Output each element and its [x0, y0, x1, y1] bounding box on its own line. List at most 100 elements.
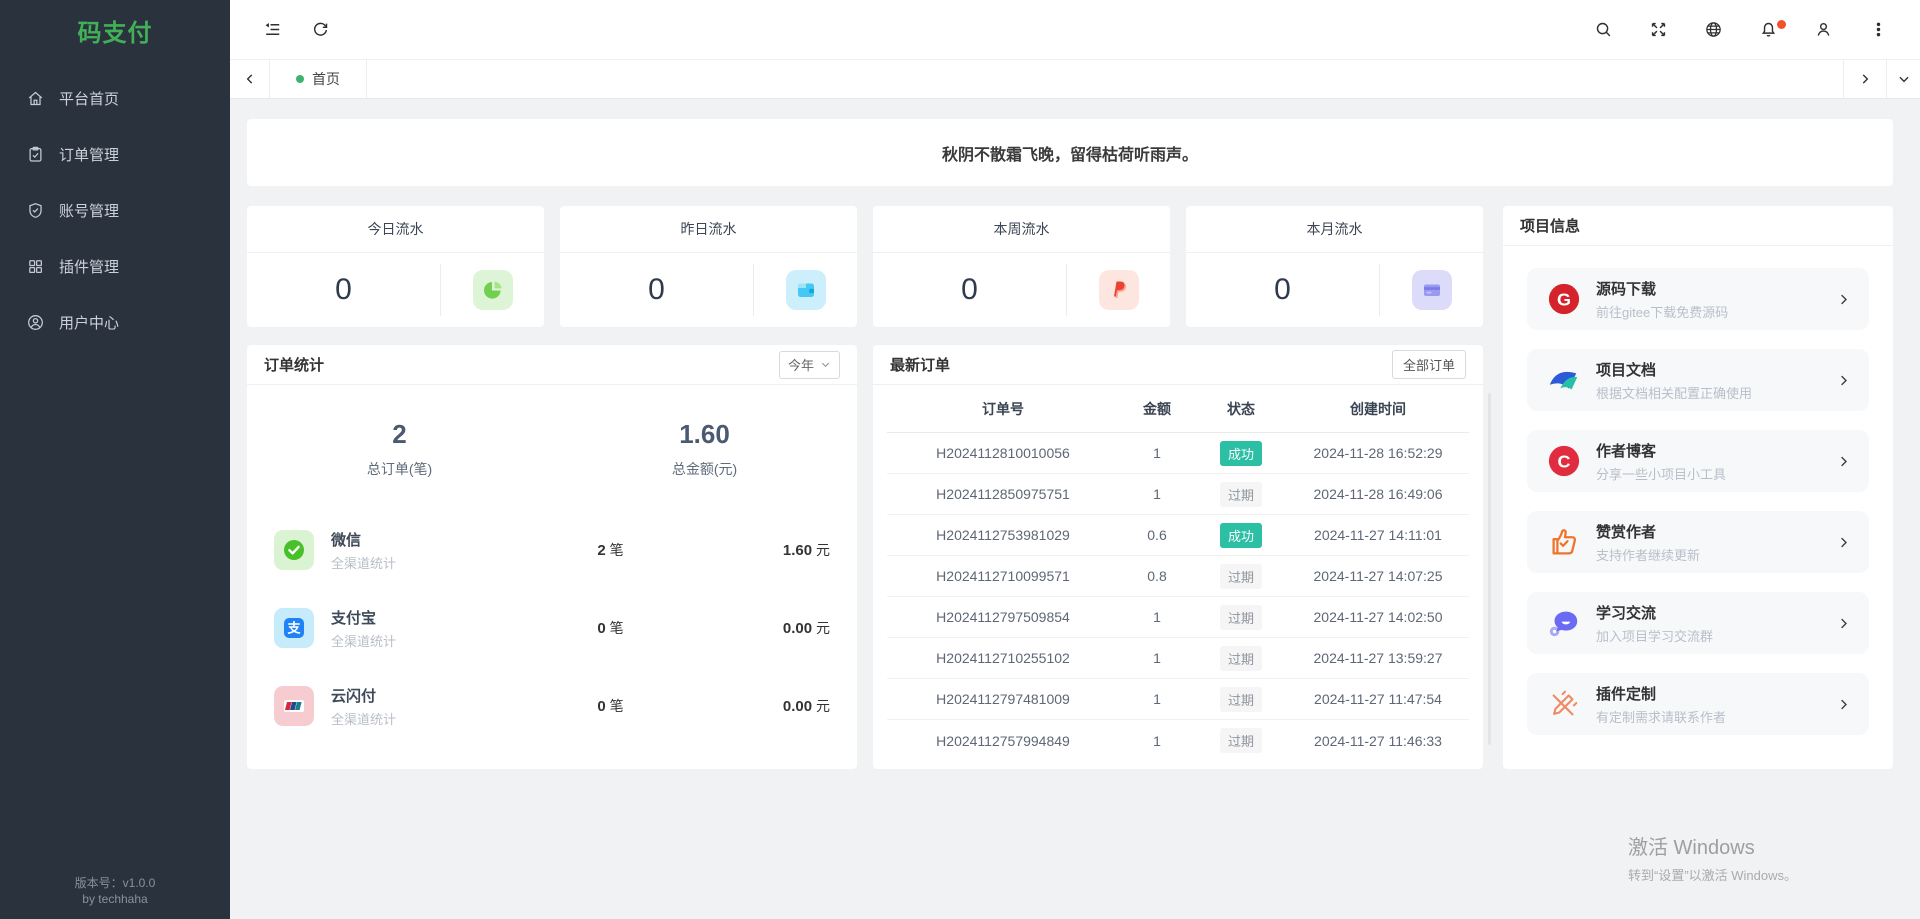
order-amount: 1 [1153, 691, 1161, 707]
language-globe-icon[interactable] [1701, 18, 1725, 42]
order-amount: 1 [1153, 445, 1161, 461]
panel-title: 最新订单 [890, 357, 951, 374]
table-row: H2024112850975751 1 过期 2024-11-28 16:49:… [887, 474, 1469, 515]
notification-bell-icon[interactable] [1756, 18, 1786, 42]
project-item-desc: 分享一些小项目小工具 [1596, 466, 1727, 482]
fullscreen-icon[interactable] [1646, 18, 1670, 42]
channel-name: 微信 [331, 531, 362, 549]
user-icon [28, 314, 43, 330]
divider [1379, 263, 1380, 316]
sidebar-item-user-center[interactable]: 用户中心 [0, 294, 230, 350]
pie-chart-icon [472, 269, 513, 310]
sidebar-item-accounts[interactable]: 账号管理 [0, 182, 230, 238]
top-header [230, 0, 1920, 60]
tabs-menu-button[interactable] [1886, 60, 1920, 98]
total-amount-value: 1.60 [679, 419, 730, 449]
channel-name: 云闪付 [331, 687, 377, 705]
stat-card-today: 今日流水 0 [247, 206, 544, 327]
stat-card-week: 本周流水 0 [873, 206, 1170, 327]
chevron-down-icon [821, 362, 830, 368]
chevron-right-icon [1836, 373, 1851, 388]
sidebar-item-label: 账号管理 [59, 202, 120, 220]
stat-title: 昨日流水 [560, 206, 857, 253]
year-filter-select[interactable]: 今年 [778, 350, 840, 379]
table-row: H2024112797509854 1 过期 2024-11-27 14:02:… [887, 597, 1469, 638]
channel-count: 0 笔 [597, 698, 624, 715]
refresh-icon[interactable] [308, 18, 332, 42]
order-amount: 1 [1153, 650, 1161, 666]
tabs-back-button[interactable] [230, 60, 270, 98]
status-badge: 过期 [1219, 604, 1262, 630]
alipay-icon: 支 [274, 608, 314, 648]
collapse-menu-icon[interactable] [260, 18, 284, 42]
stat-card-yesterday: 昨日流水 0 [560, 206, 857, 327]
stat-value: 0 [961, 272, 978, 306]
tabs-forward-button[interactable] [1843, 60, 1886, 98]
divider [440, 263, 441, 316]
sidebar-item-home[interactable]: 平台首页 [0, 70, 230, 126]
project-item-custom-plugin[interactable]: 插件定制 有定制需求请联系作者 [1527, 673, 1869, 735]
header-right-tools [1591, 18, 1890, 42]
home-icon [28, 91, 43, 105]
app-logo: 码支付 [77, 19, 153, 47]
col-order-no: 订单号 [982, 400, 1024, 417]
channel-desc: 全渠道统计 [331, 555, 397, 571]
chevron-right-icon [1836, 454, 1851, 469]
channel-amount: 0.00 元 [782, 698, 830, 715]
order-amount: 1 [1153, 609, 1161, 625]
order-created: 2024-11-27 11:46:33 [1314, 732, 1442, 749]
sidebar-item-orders[interactable]: 订单管理 [0, 126, 230, 182]
tab-bar: 首页 [230, 60, 1920, 99]
channel-list: 微信 全渠道统计 2 笔 1.60 元 支 支付宝 全渠道统计 0 笔 0.00… [247, 511, 857, 745]
status-badge: 过期 [1219, 686, 1262, 712]
latest-orders-panel: 最新订单 全部订单 订单号 金额 状态 创建时间 H20241128100100… [873, 345, 1491, 769]
more-dots-icon[interactable] [1866, 18, 1890, 42]
svg-text:G: G [1557, 290, 1571, 310]
order-amount: 1 [1153, 732, 1161, 749]
chevron-right-icon [1862, 74, 1869, 84]
version-number: 版本号：v1.0.0 [74, 875, 156, 890]
project-item-title: 源码下载 [1596, 280, 1657, 298]
docs-icon [1545, 361, 1583, 399]
channel-row-alipay: 支 支付宝 全渠道统计 0 笔 0.00 元 [247, 589, 857, 667]
status-badge: 成功 [1219, 522, 1262, 548]
table-row: H2024112810010056 1 成功 2024-11-28 16:52:… [887, 433, 1469, 474]
project-item-docs[interactable]: 项目文档 根据文档相关配置正确使用 [1527, 349, 1869, 411]
chevron-right-icon [1836, 535, 1851, 550]
chevron-right-icon [1836, 616, 1851, 631]
order-stats-panel: 订单统计 今年 2 总订单(笔) 1.60 总金额(元) 微信 [247, 345, 857, 769]
tab-active-dot [296, 75, 304, 83]
sidebar-item-plugins[interactable]: 插件管理 [0, 238, 230, 294]
order-created: 2024-11-27 13:59:27 [1313, 650, 1443, 666]
watermark-subtitle: 转到“设置”以激活 Windows。 [1628, 868, 1798, 883]
project-item-blog[interactable]: C 作者博客 分享一些小项目小工具 [1527, 430, 1869, 492]
order-no: H2024112757994849 [936, 732, 1070, 749]
channel-amount: 1.60 元 [782, 542, 830, 559]
order-no: H2024112710099571 [936, 568, 1070, 584]
svg-text:支: 支 [286, 621, 301, 636]
stat-card-month: 本月流水 0 [1186, 206, 1483, 327]
all-orders-button[interactable]: 全部订单 [1391, 350, 1466, 379]
stat-title: 本月流水 [1186, 206, 1483, 253]
wallet-icon [785, 269, 826, 310]
project-item-source-download[interactable]: G 源码下载 前往gitee下载免费源码 [1527, 268, 1869, 330]
total-orders-label: 总订单(笔) [366, 461, 433, 477]
table-header-row: 订单号 金额 状态 创建时间 [887, 385, 1469, 433]
order-no: H2024112753981029 [936, 527, 1070, 543]
project-item-desc: 有定制需求请联系作者 [1596, 709, 1727, 725]
project-item-desc: 根据文档相关配置正确使用 [1596, 385, 1753, 401]
search-icon[interactable] [1591, 18, 1615, 42]
order-no: H2024112710255102 [936, 650, 1070, 666]
channel-desc: 全渠道统计 [331, 633, 397, 649]
panel-title: 订单统计 [264, 357, 325, 374]
tab-home[interactable]: 首页 [270, 60, 367, 98]
profile-icon[interactable] [1811, 18, 1835, 42]
total-orders-value: 2 [392, 419, 407, 449]
project-item-community[interactable]: 学习交流 加入项目学习交流群 [1527, 592, 1869, 654]
pencil-icon [1545, 685, 1583, 723]
project-item-donate[interactable]: 赞赏作者 支持作者继续更新 [1527, 511, 1869, 573]
order-totals: 2 总订单(笔) 1.60 总金额(元) [247, 419, 857, 479]
channel-desc: 全渠道统计 [331, 711, 397, 727]
chevron-right-icon [1836, 697, 1851, 712]
table-scrollbar[interactable] [1488, 393, 1491, 745]
